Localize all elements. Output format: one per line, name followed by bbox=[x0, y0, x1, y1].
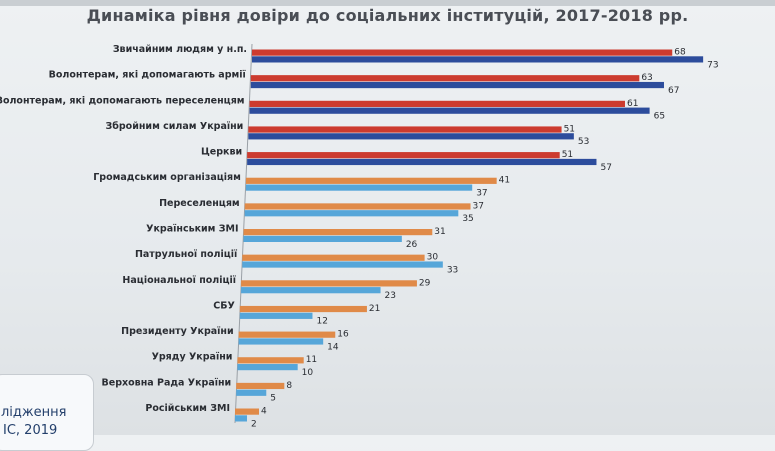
category-label: Верховна Рада України bbox=[102, 377, 232, 388]
bar-series-1 bbox=[242, 254, 425, 261]
bar-series-2 bbox=[237, 364, 298, 371]
bar-series-2 bbox=[252, 56, 704, 63]
category-label: Збройним силам України bbox=[105, 121, 243, 132]
value-label-series-2: 65 bbox=[654, 112, 665, 122]
bar-series-2 bbox=[239, 312, 313, 319]
bar-series-1 bbox=[245, 177, 497, 184]
value-label-series-1: 63 bbox=[641, 73, 652, 83]
category-label: Патрульної поліції bbox=[135, 249, 238, 260]
value-label-series-1: 31 bbox=[434, 227, 445, 237]
value-label-series-1: 51 bbox=[562, 150, 573, 160]
category-label: Волонтерам, які допомагають армії bbox=[49, 70, 247, 81]
category-label: СБУ bbox=[213, 300, 235, 311]
top-frame-edge bbox=[0, 0, 775, 6]
value-label-series-2: 2 bbox=[251, 419, 257, 429]
value-label-series-1: 16 bbox=[337, 330, 349, 340]
value-label-series-2: 23 bbox=[385, 291, 396, 301]
bar-series-1 bbox=[237, 357, 304, 364]
value-label-series-2: 57 bbox=[600, 163, 611, 173]
category-label: Уряду України bbox=[152, 352, 233, 363]
category-label: Українським ЗМІ bbox=[146, 224, 238, 235]
bar-series-1 bbox=[249, 100, 625, 107]
bar-series-1 bbox=[239, 305, 367, 313]
bar-series-1 bbox=[235, 408, 259, 415]
bar-series-2 bbox=[241, 287, 381, 294]
value-label-series-1: 61 bbox=[627, 99, 638, 109]
source-note-box: лідження ІС, 2019 bbox=[0, 374, 94, 451]
value-label-series-2: 35 bbox=[462, 214, 473, 224]
value-label-series-2: 53 bbox=[578, 137, 589, 147]
bar-series-2 bbox=[238, 338, 324, 345]
value-label-series-1: 51 bbox=[564, 124, 575, 134]
bar-series-1 bbox=[236, 382, 285, 390]
bar-series-2 bbox=[249, 107, 650, 114]
bar-series-2 bbox=[250, 81, 664, 89]
category-label: Президенту України bbox=[121, 326, 234, 337]
category-label: Звичайним людям у н.п. bbox=[113, 44, 247, 55]
source-note-line-2: ІС, 2019 bbox=[3, 423, 58, 438]
bar-series-1 bbox=[250, 75, 640, 82]
bar-series-1 bbox=[238, 331, 336, 338]
value-label-series-2: 73 bbox=[707, 60, 718, 70]
value-label-series-1: 37 bbox=[473, 201, 484, 211]
bar-series-2 bbox=[244, 210, 459, 217]
value-label-series-1: 11 bbox=[306, 355, 317, 365]
value-label-series-1: 4 bbox=[261, 407, 267, 417]
bar-series-1 bbox=[252, 49, 673, 56]
chart-area: Звичайним людям у н.п. 68 73 Волонтерам, як… bbox=[0, 43, 719, 429]
source-note-line-1: лідження bbox=[1, 405, 67, 420]
value-label-series-2: 14 bbox=[327, 342, 339, 352]
bar-series-1 bbox=[241, 280, 417, 287]
bar-series-2 bbox=[242, 261, 443, 268]
bar-series-1 bbox=[244, 203, 471, 210]
bar-series-2 bbox=[243, 235, 402, 242]
bar-series-2 bbox=[235, 415, 247, 422]
bar-series-2 bbox=[245, 184, 473, 191]
value-label-series-1: 8 bbox=[286, 381, 292, 391]
category-label: Національної поліції bbox=[122, 275, 236, 286]
value-label-series-1: 29 bbox=[419, 278, 431, 288]
value-label-series-1: 21 bbox=[369, 304, 380, 314]
category-label: Церкви bbox=[201, 147, 242, 158]
chart-title: Динаміка рівня довіри до соціальних інст… bbox=[86, 6, 689, 25]
value-label-series-2: 33 bbox=[447, 265, 458, 275]
value-label-series-1: 41 bbox=[499, 176, 510, 186]
category-label: Переселенцям bbox=[159, 198, 240, 209]
category-label: Громадським організаціям bbox=[93, 172, 241, 183]
bar-series-1 bbox=[248, 126, 562, 133]
category-label: Волонтерам, які допомагають переселенцям bbox=[0, 95, 245, 106]
value-label-series-2: 12 bbox=[316, 317, 327, 327]
value-label-series-2: 26 bbox=[406, 240, 418, 250]
value-label-series-2: 37 bbox=[476, 189, 487, 199]
value-label-series-2: 5 bbox=[270, 394, 276, 404]
value-label-series-2: 10 bbox=[302, 368, 314, 378]
category-label: Російським ЗМІ bbox=[145, 403, 230, 414]
bar-series-2 bbox=[247, 158, 597, 166]
value-label-series-1: 68 bbox=[674, 48, 686, 58]
bar-series-2 bbox=[248, 133, 574, 140]
bar-series-2 bbox=[236, 389, 267, 396]
bar-series-1 bbox=[243, 229, 433, 236]
value-label-series-1: 30 bbox=[427, 253, 439, 263]
value-label-series-2: 67 bbox=[668, 86, 679, 96]
bar-series-1 bbox=[247, 152, 560, 159]
